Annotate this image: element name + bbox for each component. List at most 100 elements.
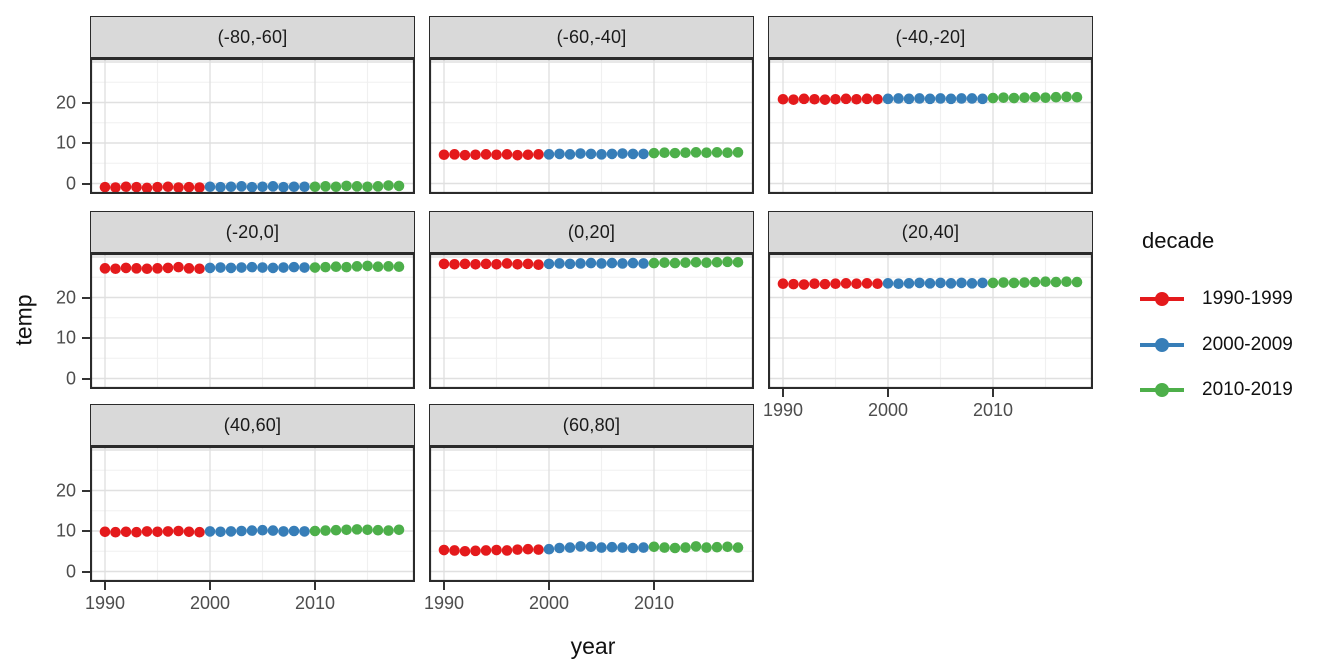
y-tick-mark	[82, 377, 90, 380]
y-axis-tick-label: 10	[55, 327, 76, 348]
data-point	[945, 278, 957, 289]
legend-entry-label: 2010-2019	[1202, 379, 1293, 400]
data-point	[393, 261, 405, 273]
facet-strip: (60,80]	[429, 404, 754, 446]
facet-panel	[89, 252, 416, 390]
legend-key-dot-icon	[1155, 338, 1169, 352]
data-point	[872, 93, 883, 105]
data-point	[449, 149, 460, 160]
data-point	[491, 258, 502, 270]
data-point	[267, 181, 279, 192]
data-point	[798, 279, 810, 290]
data-point	[236, 262, 247, 273]
data-point	[383, 180, 394, 191]
data-point	[1061, 276, 1072, 288]
data-point	[438, 258, 450, 270]
data-point	[99, 181, 111, 193]
data-point	[575, 541, 586, 552]
data-point	[830, 93, 841, 105]
data-point	[162, 262, 174, 274]
data-point	[903, 278, 915, 289]
data-point	[173, 525, 184, 537]
data-point	[659, 147, 670, 159]
data-point	[501, 545, 513, 556]
data-point	[872, 278, 883, 290]
x-tick-mark	[782, 389, 784, 397]
data-point	[1050, 91, 1062, 103]
data-point	[236, 525, 247, 537]
data-point	[257, 181, 268, 193]
data-point	[152, 181, 163, 193]
data-point	[162, 181, 174, 193]
x-tick-mark	[992, 389, 994, 397]
data-point	[278, 181, 289, 193]
data-point	[788, 94, 799, 105]
data-point	[596, 258, 607, 269]
data-point	[987, 277, 999, 289]
data-point	[840, 93, 852, 105]
data-point	[617, 542, 628, 553]
data-point	[606, 148, 618, 160]
data-point	[1008, 92, 1020, 104]
data-point	[246, 181, 258, 193]
data-point	[701, 542, 712, 553]
data-point	[372, 261, 384, 273]
data-point	[533, 544, 544, 555]
y-axis-tick-label: 20	[55, 480, 76, 500]
facet-plot-area	[767, 57, 1094, 195]
data-point	[449, 258, 460, 270]
x-axis-tick-label: 1990	[423, 593, 465, 613]
data-point	[648, 147, 660, 159]
data-point	[977, 93, 988, 105]
data-point	[627, 542, 639, 554]
data-point	[299, 181, 310, 193]
x-axis-tick-label: 2000	[528, 593, 570, 613]
data-point	[1008, 277, 1020, 289]
data-point	[215, 526, 226, 538]
data-point	[257, 524, 268, 536]
data-point	[819, 94, 831, 105]
facet-plot-area	[428, 57, 755, 195]
facet-panel	[767, 252, 1094, 390]
data-point	[543, 258, 555, 270]
data-point	[966, 93, 978, 104]
data-point	[351, 524, 363, 535]
data-point	[543, 543, 555, 555]
data-point	[564, 258, 576, 270]
data-point	[893, 278, 904, 290]
data-point	[564, 149, 576, 160]
data-point	[533, 149, 544, 160]
data-point	[183, 263, 195, 274]
data-point	[659, 542, 670, 553]
x-tick-mark	[653, 582, 655, 590]
data-point	[722, 541, 733, 553]
facet-strip: (-40,-20]	[768, 16, 1093, 58]
data-point	[903, 93, 915, 105]
data-point	[809, 278, 820, 290]
data-point	[861, 278, 873, 289]
data-point	[554, 258, 565, 269]
data-point	[110, 526, 121, 538]
data-point	[288, 261, 300, 273]
legend-key-dot-icon	[1155, 292, 1169, 306]
data-point	[362, 524, 373, 536]
data-point	[501, 149, 513, 160]
data-point	[288, 181, 300, 193]
data-point	[564, 542, 576, 553]
facet-strip: (-20,0]	[90, 211, 415, 253]
data-point	[141, 263, 153, 275]
x-axis-title: year	[570, 633, 616, 659]
data-point	[690, 147, 702, 158]
data-point	[680, 542, 691, 553]
data-point	[659, 257, 670, 268]
data-point	[711, 256, 723, 268]
data-point	[935, 277, 946, 289]
data-point	[320, 261, 331, 273]
data-point	[1061, 91, 1072, 103]
data-point	[194, 526, 205, 538]
data-point	[1040, 92, 1051, 103]
data-point	[351, 261, 363, 272]
data-point	[777, 93, 789, 105]
data-point	[393, 524, 405, 536]
data-point	[512, 544, 523, 555]
